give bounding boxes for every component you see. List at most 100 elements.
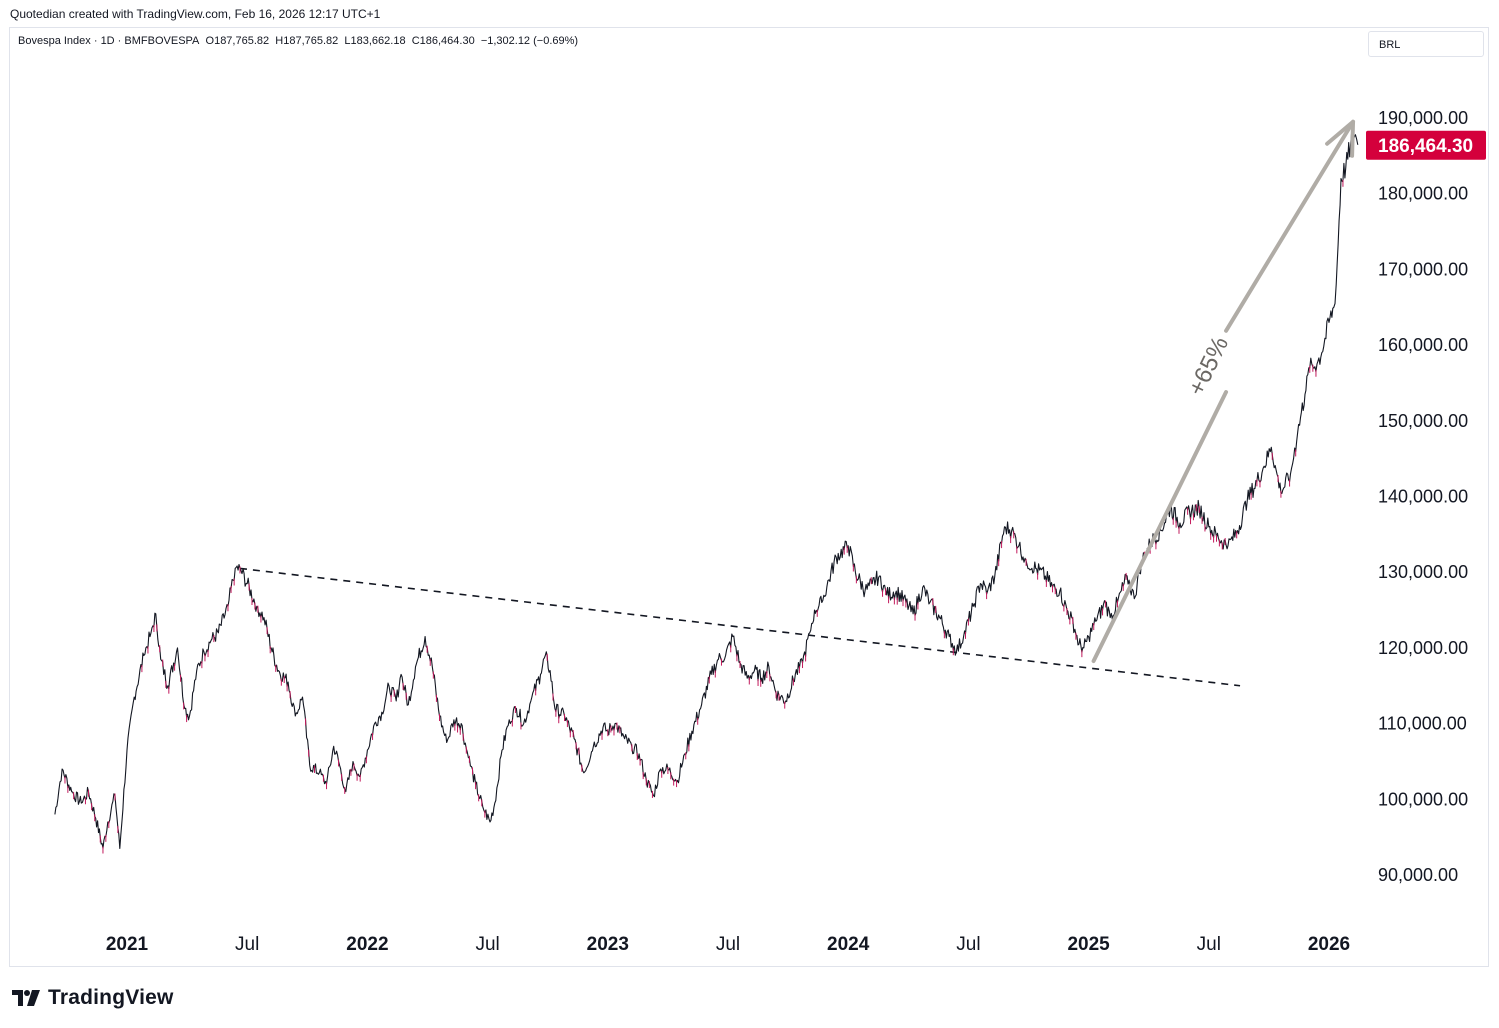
currency-selector[interactable]: BRL — [1368, 31, 1484, 57]
series-point — [784, 699, 788, 703]
x-tick-label: Jul — [235, 934, 259, 955]
series-point — [630, 744, 634, 748]
y-tick-label: 180,000.00 — [1378, 184, 1468, 204]
price-series-line[interactable] — [54, 128, 1359, 850]
series-point — [1197, 506, 1201, 510]
symbol-legend: Bovespa Index · 1D · BMFBOVESPA O187,765… — [18, 35, 578, 47]
y-tick-label: 120,000.00 — [1378, 638, 1468, 658]
series-point — [1236, 529, 1240, 533]
series-point — [118, 847, 122, 851]
dashed-trendline[interactable] — [239, 567, 1241, 687]
series-point — [1269, 445, 1273, 449]
series-point — [1289, 472, 1293, 476]
series-point — [209, 638, 213, 642]
series-point — [387, 684, 391, 688]
series-point — [351, 759, 355, 763]
series-point — [325, 782, 329, 786]
series-point — [877, 574, 881, 578]
series-point — [1334, 283, 1338, 287]
series-point — [538, 672, 542, 676]
arrow-shaft-upper — [1224, 119, 1356, 333]
series-point — [993, 574, 997, 578]
series-point — [87, 790, 91, 794]
series-point — [808, 631, 812, 635]
arrow-shaft-lower — [1091, 390, 1229, 664]
series-point — [548, 669, 552, 673]
x-tick-label: 2023 — [587, 934, 629, 955]
x-tick-label: Jul — [956, 934, 980, 955]
series-point — [1115, 600, 1119, 604]
series-point — [53, 812, 57, 816]
series-point — [690, 729, 694, 733]
series-point — [269, 646, 273, 650]
series-layer — [53, 128, 1359, 854]
legend-low: L183,662.18 — [344, 35, 406, 47]
series-point — [1332, 305, 1336, 309]
series-point — [904, 600, 908, 604]
series-point — [445, 741, 449, 745]
series-point — [601, 725, 605, 729]
series-point — [1339, 177, 1343, 181]
series-point — [423, 635, 427, 639]
x-tick-label: Jul — [716, 934, 740, 955]
series-point — [606, 729, 610, 733]
series-point — [659, 767, 663, 771]
series-point — [863, 589, 867, 593]
series-point — [175, 646, 179, 650]
series-point — [166, 684, 170, 688]
legend-high: H187,765.82 — [275, 35, 339, 47]
series-point — [1262, 464, 1266, 468]
chart-frame — [9, 27, 1489, 967]
series-point — [752, 669, 756, 673]
series-point — [1125, 574, 1129, 578]
series-point — [452, 718, 456, 722]
series-point — [459, 722, 463, 726]
series-point — [276, 669, 280, 673]
series-point — [1255, 479, 1259, 483]
series-point — [514, 706, 518, 710]
y-tick-label: 190,000.00 — [1378, 108, 1468, 128]
series-point — [700, 703, 704, 707]
series-point — [1065, 608, 1069, 612]
series-point — [1017, 544, 1021, 548]
series-point — [971, 604, 975, 608]
series-point — [846, 544, 850, 548]
x-tick-label: 2022 — [346, 934, 388, 955]
series-point — [563, 714, 567, 718]
y-tick-label: 110,000.00 — [1378, 714, 1467, 734]
series-point — [500, 748, 504, 752]
series-point — [188, 714, 192, 718]
series-point — [1226, 544, 1230, 548]
series-point — [724, 653, 728, 657]
series-point — [79, 801, 83, 805]
series-point — [813, 608, 817, 612]
series-point — [986, 589, 990, 593]
arrow-layer: +65% — [1091, 119, 1356, 664]
series-point — [522, 722, 526, 726]
legend-exchange: BMFBOVESPA — [124, 35, 200, 47]
price-axis[interactable]: 90,000.00 100,000.00 110,000.00 120,000.00 1… — [1378, 108, 1468, 885]
series-point — [1320, 351, 1324, 355]
series-point — [300, 695, 304, 699]
series-point — [466, 756, 470, 760]
series-point — [344, 790, 348, 794]
legend-symbol[interactable]: Bovespa Index — [18, 35, 91, 47]
tradingview-logo[interactable]: TradingView — [12, 986, 174, 1010]
series-point — [591, 744, 595, 748]
series-point — [938, 616, 942, 620]
time-axis[interactable]: 2021 Jul 2022 Jul 2023 Jul 2024 Jul 2025 Jul 2026 — [106, 934, 1350, 955]
series-point — [159, 657, 163, 661]
series-point — [233, 566, 237, 570]
legend-interval[interactable]: 1D — [100, 35, 115, 47]
series-point — [827, 578, 831, 582]
series-point — [70, 790, 74, 794]
series-point — [60, 767, 64, 771]
series-point — [774, 691, 778, 695]
y-tick-label: 150,000.00 — [1378, 411, 1468, 431]
series-point — [373, 722, 377, 726]
legend-change: −1,302.12 (−0.69%) — [480, 35, 579, 47]
series-point — [394, 699, 398, 703]
series-point — [1082, 646, 1086, 650]
series-point — [529, 699, 533, 703]
